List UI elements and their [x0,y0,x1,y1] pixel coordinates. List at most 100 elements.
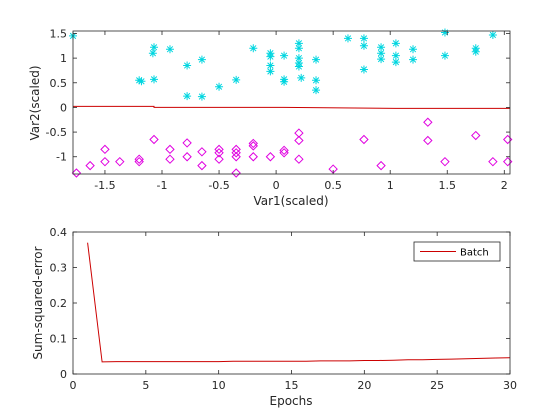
scatter-plot-x-tick-label: -1 [157,179,168,192]
scatter-point-asterisk [148,49,157,58]
error-plot-y-tick-label: 0.3 [50,262,68,275]
legend-box [413,241,501,262]
scatter-plot-x-tick-label: 0.5 [324,179,342,192]
error-plot-y-axis-label: Sum-squared-error [31,246,45,359]
scatter-plot-x-tick-label: 2 [501,179,508,192]
scatter-point-diamond [85,160,95,171]
scatter-point-asterisk [312,86,321,95]
scatter-point-diamond [471,130,481,141]
scatter-point-diamond [376,160,386,171]
scatter-plot-y-tick-label: -0.5 [46,126,67,139]
scatter-point-diamond [165,144,175,155]
scatter-point-asterisk [391,51,400,60]
scatter-point-asterisk [232,75,241,84]
scatter-point-diamond [165,154,175,164]
scatter-point-diamond [100,144,110,155]
scatter-point-diamond [440,156,450,167]
scatter-point-diamond [134,154,144,164]
scatter-point-asterisk [409,45,418,54]
scatter-point-asterisk [165,45,174,54]
error-plot-data [87,242,511,363]
error-plot-x-tick-label: 15 [285,379,299,392]
scatter-point-asterisk [294,62,303,71]
scatter-point-diamond [279,148,289,158]
scatter-point-diamond [488,156,498,167]
scatter-point-diamond [214,144,224,155]
scatter-point-asterisk [391,39,400,48]
scatter-point-diamond [231,168,241,178]
scatter-point-diamond [149,134,159,145]
scatter-point-diamond [197,160,207,171]
scatter-point-diamond [71,168,82,178]
error-plot-x-tick-label: 20 [357,379,371,392]
scatter-point-asterisk [135,76,144,85]
error-plot-y-tick-label: 0.2 [50,297,68,310]
scatter-point-diamond [279,145,289,156]
scatter-point-diamond [265,152,276,162]
scatter-plot-frame [72,30,511,175]
scatter-plot-x-tick-label: 0 [273,179,280,192]
series-line-batch [87,242,511,363]
scatter-plot-x-tick-label: -0.5 [208,179,229,192]
scatter-plot-y-tick-label: -1 [56,151,67,164]
scatter-point-asterisk [137,77,146,86]
error-plot-legend: Batch [413,241,501,262]
scatter-plot-data [69,28,513,178]
error-plot-x-tick-label: 5 [142,379,149,392]
scatter-point-diamond [134,156,144,167]
scatter-plot-x-tick-label: 1.5 [438,179,456,192]
scatter-point-asterisk [391,58,400,67]
scatter-point-asterisk [409,55,418,64]
scatter-point-diamond [248,141,258,151]
scatter-point-diamond [294,135,304,146]
scatter-point-asterisk [359,41,368,50]
scatter-plot-x-tick-label: 1 [387,179,394,192]
scatter-point-asterisk [266,52,275,61]
scatter-point-asterisk [471,47,480,56]
scatter-point-asterisk [440,28,449,37]
scatter-point-diamond [214,154,224,164]
scatter-point-asterisk [280,77,289,86]
error-plot-axes: 0 5 10 15 20 25 30 0 0.1 0.2 0.3 0.4 Epochs Sum-squ… [31,226,517,408]
scatter-point-asterisk [359,34,368,43]
scatter-point-asterisk [488,30,497,39]
scatter-plot-y-tick-label: 0 [60,101,67,114]
error-plot-x-tick-label: 25 [430,379,444,392]
scatter-point-diamond [248,152,258,162]
error-plot-x-tick-label: 0 [70,379,77,392]
scatter-point-diamond [423,135,433,146]
scatter-point-asterisk [197,55,206,64]
scatter-plot-y-axis-label: Var2(scaled) [28,65,42,140]
scatter-point-asterisk [215,82,224,91]
scatter-point-asterisk [197,92,206,101]
scatter-point-asterisk [377,43,386,52]
scatter-point-asterisk [294,44,303,53]
scatter-plot-ticks: -1.5 -1 -0.5 0 0.5 1 1.5 2 -1 -0.5 0 0.5 1 1.5 [46,27,510,192]
scatter-plot-y-tick-label: 1.5 [50,27,68,40]
scatter-point-asterisk [343,34,352,43]
scatter-point-asterisk [266,67,275,76]
scatter-point-diamond [214,148,224,158]
error-plot-x-tick-label: 30 [503,379,517,392]
scatter-point-asterisk [297,73,306,82]
scatter-point-diamond [231,152,241,162]
scatter-plot-x-tick-label: -1.5 [94,179,115,192]
scatter-plot-axis-box [72,30,511,175]
scatter-point-asterisk [150,75,159,84]
scatter-point-asterisk [312,76,321,85]
scatter-point-diamond [100,156,110,167]
scatter-point-asterisk [312,55,321,64]
scatter-plot-axes: -1.5 -1 -0.5 0 0.5 1 1.5 2 -1 -0.5 0 0.5 1 1.5 Var1(s… [28,27,513,208]
scatter-point-asterisk [280,51,289,60]
scatter-point-diamond [294,154,304,164]
error-plot-x-axis-label: Epochs [270,394,313,408]
scatter-point-diamond [231,148,241,158]
scatter-point-asterisk [359,65,368,74]
scatter-point-diamond [182,152,192,162]
decision-boundary-line [73,105,510,109]
scatter-plot-y-tick-label: 0.5 [50,77,68,90]
scatter-point-asterisk [294,54,303,63]
scatter-point-asterisk [183,61,192,70]
scatter-plot-x-axis-label: Var1(scaled) [253,194,328,208]
